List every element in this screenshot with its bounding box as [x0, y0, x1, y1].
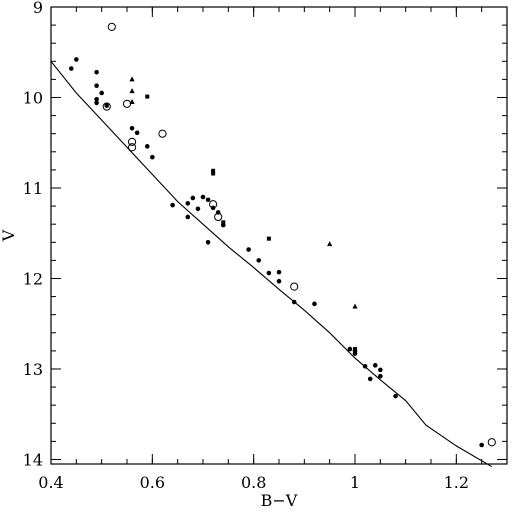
x-tick-label: 0.8 — [241, 473, 266, 492]
data-point-filled-circle — [134, 130, 140, 136]
data-point-filled-circle — [74, 57, 79, 62]
data-point-filled-circle — [129, 125, 135, 131]
data-point-open-circle — [127, 137, 137, 146]
y-tick-label: 14 — [23, 450, 43, 469]
data-point-filled-circle — [352, 351, 358, 356]
data-point-filled-circle — [266, 270, 272, 276]
data-point-open-circle — [290, 282, 299, 291]
data-point-filled-circle — [150, 154, 155, 160]
data-point-filled-circle — [205, 239, 211, 245]
data-points-layer — [68, 22, 496, 448]
y-tick-label: 10 — [23, 88, 43, 107]
x-tick-label: 1 — [350, 473, 360, 492]
y-tick-label: 13 — [23, 360, 43, 379]
data-point-open-circle — [158, 129, 167, 138]
data-point-filled-square — [221, 220, 226, 225]
data-point-filled-circle — [200, 194, 206, 200]
data-point-filled-circle — [378, 373, 383, 379]
data-point-open-circle — [209, 200, 218, 209]
data-point-filled-circle — [94, 69, 99, 75]
data-point-filled-circle — [276, 269, 282, 275]
data-point-filled-square — [211, 171, 216, 176]
x-tick-label: 0.4 — [38, 473, 63, 492]
data-point-filled-circle — [68, 66, 74, 71]
data-point-filled-circle — [378, 367, 383, 373]
data-point-filled-circle — [367, 376, 373, 382]
x-tick-label: 1.2 — [444, 473, 469, 492]
data-point-filled-square — [145, 94, 150, 99]
tick-labels-layer: 0.4 0.6 0.8 1 1.2 9 10 11 12 13 14 — [23, 0, 469, 492]
data-point-filled-circle — [205, 197, 211, 203]
data-point-filled-square — [266, 236, 271, 241]
y-tick-label: 11 — [23, 179, 43, 198]
data-point-filled-triangle — [327, 241, 333, 247]
data-point-filled-circle — [94, 83, 99, 89]
data-point-open-circle — [122, 99, 132, 108]
y-tick-label: 12 — [23, 269, 43, 288]
data-point-filled-circle — [99, 90, 104, 96]
data-point-filled-triangle — [352, 303, 358, 309]
data-point-filled-circle — [94, 97, 99, 102]
data-point-filled-circle — [347, 346, 353, 352]
data-point-filled-circle — [312, 301, 317, 307]
data-point-open-circle — [127, 143, 137, 152]
data-point-filled-circle — [246, 247, 251, 252]
data-point-filled-circle — [185, 214, 191, 220]
data-point-filled-circle — [185, 201, 191, 206]
data-point-filled-circle — [276, 278, 282, 284]
plot-frame — [50, 6, 508, 465]
data-point-filled-circle — [94, 100, 99, 106]
data-point-filled-circle — [104, 103, 110, 108]
data-point-open-circle — [107, 22, 116, 32]
data-point-open-circle — [487, 438, 496, 447]
data-point-filled-circle — [362, 363, 368, 369]
data-point-filled-circle — [393, 393, 398, 399]
data-point-filled-triangle — [129, 88, 135, 94]
data-point-filled-square — [211, 168, 216, 173]
data-point-filled-circle — [372, 363, 378, 368]
data-point-filled-square — [353, 347, 357, 352]
data-point-filled-triangle — [129, 99, 135, 105]
data-point-filled-circle — [195, 206, 201, 212]
data-point-filled-circle — [256, 258, 262, 263]
y-axis-label: V — [0, 229, 18, 242]
fit-line-layer — [50, 60, 493, 468]
axis-ticks — [50, 6, 508, 464]
y-tick-label: 9 — [33, 0, 43, 17]
data-point-open-circle — [214, 212, 223, 222]
fit-line — [50, 60, 493, 468]
x-axis-label: B−V — [261, 491, 298, 510]
data-point-filled-circle — [170, 202, 175, 208]
data-point-filled-circle — [190, 195, 196, 201]
data-point-filled-triangle — [129, 76, 135, 82]
data-point-filled-circle — [291, 299, 297, 305]
data-point-open-circle — [102, 102, 111, 111]
data-point-filled-circle — [479, 442, 484, 448]
x-tick-label: 0.6 — [140, 473, 165, 492]
data-point-filled-circle — [144, 144, 150, 149]
